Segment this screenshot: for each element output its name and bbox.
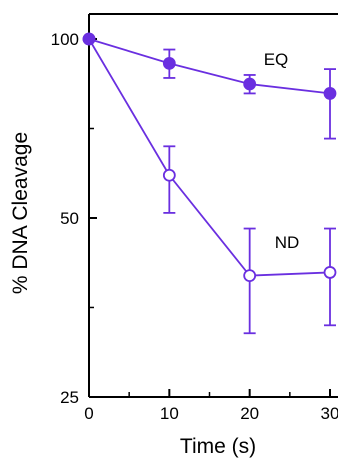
data-point [323,87,337,100]
series-label: EQ [264,50,289,69]
series-group: EQ ND [82,32,337,335]
y-axis-label: % DNA Cleavage [9,132,32,294]
series-label: ND [275,233,300,252]
y-tick-label: 50 [60,209,79,228]
y-tick-label: 100 [51,30,79,49]
series-nd: ND [82,32,337,335]
series-eq: EQ [82,32,337,140]
labels: Time (s) % DNA Cleavage [9,132,256,458]
data-point [243,77,257,91]
x-tick-label: 30 [321,404,338,423]
x-axis-label: Time (s) [180,435,256,458]
series-line [88,38,331,95]
data-point [162,168,176,182]
y-tick-label: 25 [60,388,79,407]
data-point [323,266,337,279]
data-point [82,32,96,46]
x-tick-label: 10 [160,404,179,423]
x-tick-label: 0 [84,404,93,423]
series-line [88,38,331,277]
data-point [162,56,176,70]
ticks: 0 10 20 30 25 50 100 [51,30,338,423]
data-point [243,269,257,283]
axes [88,13,338,398]
x-tick-label: 20 [240,404,259,423]
